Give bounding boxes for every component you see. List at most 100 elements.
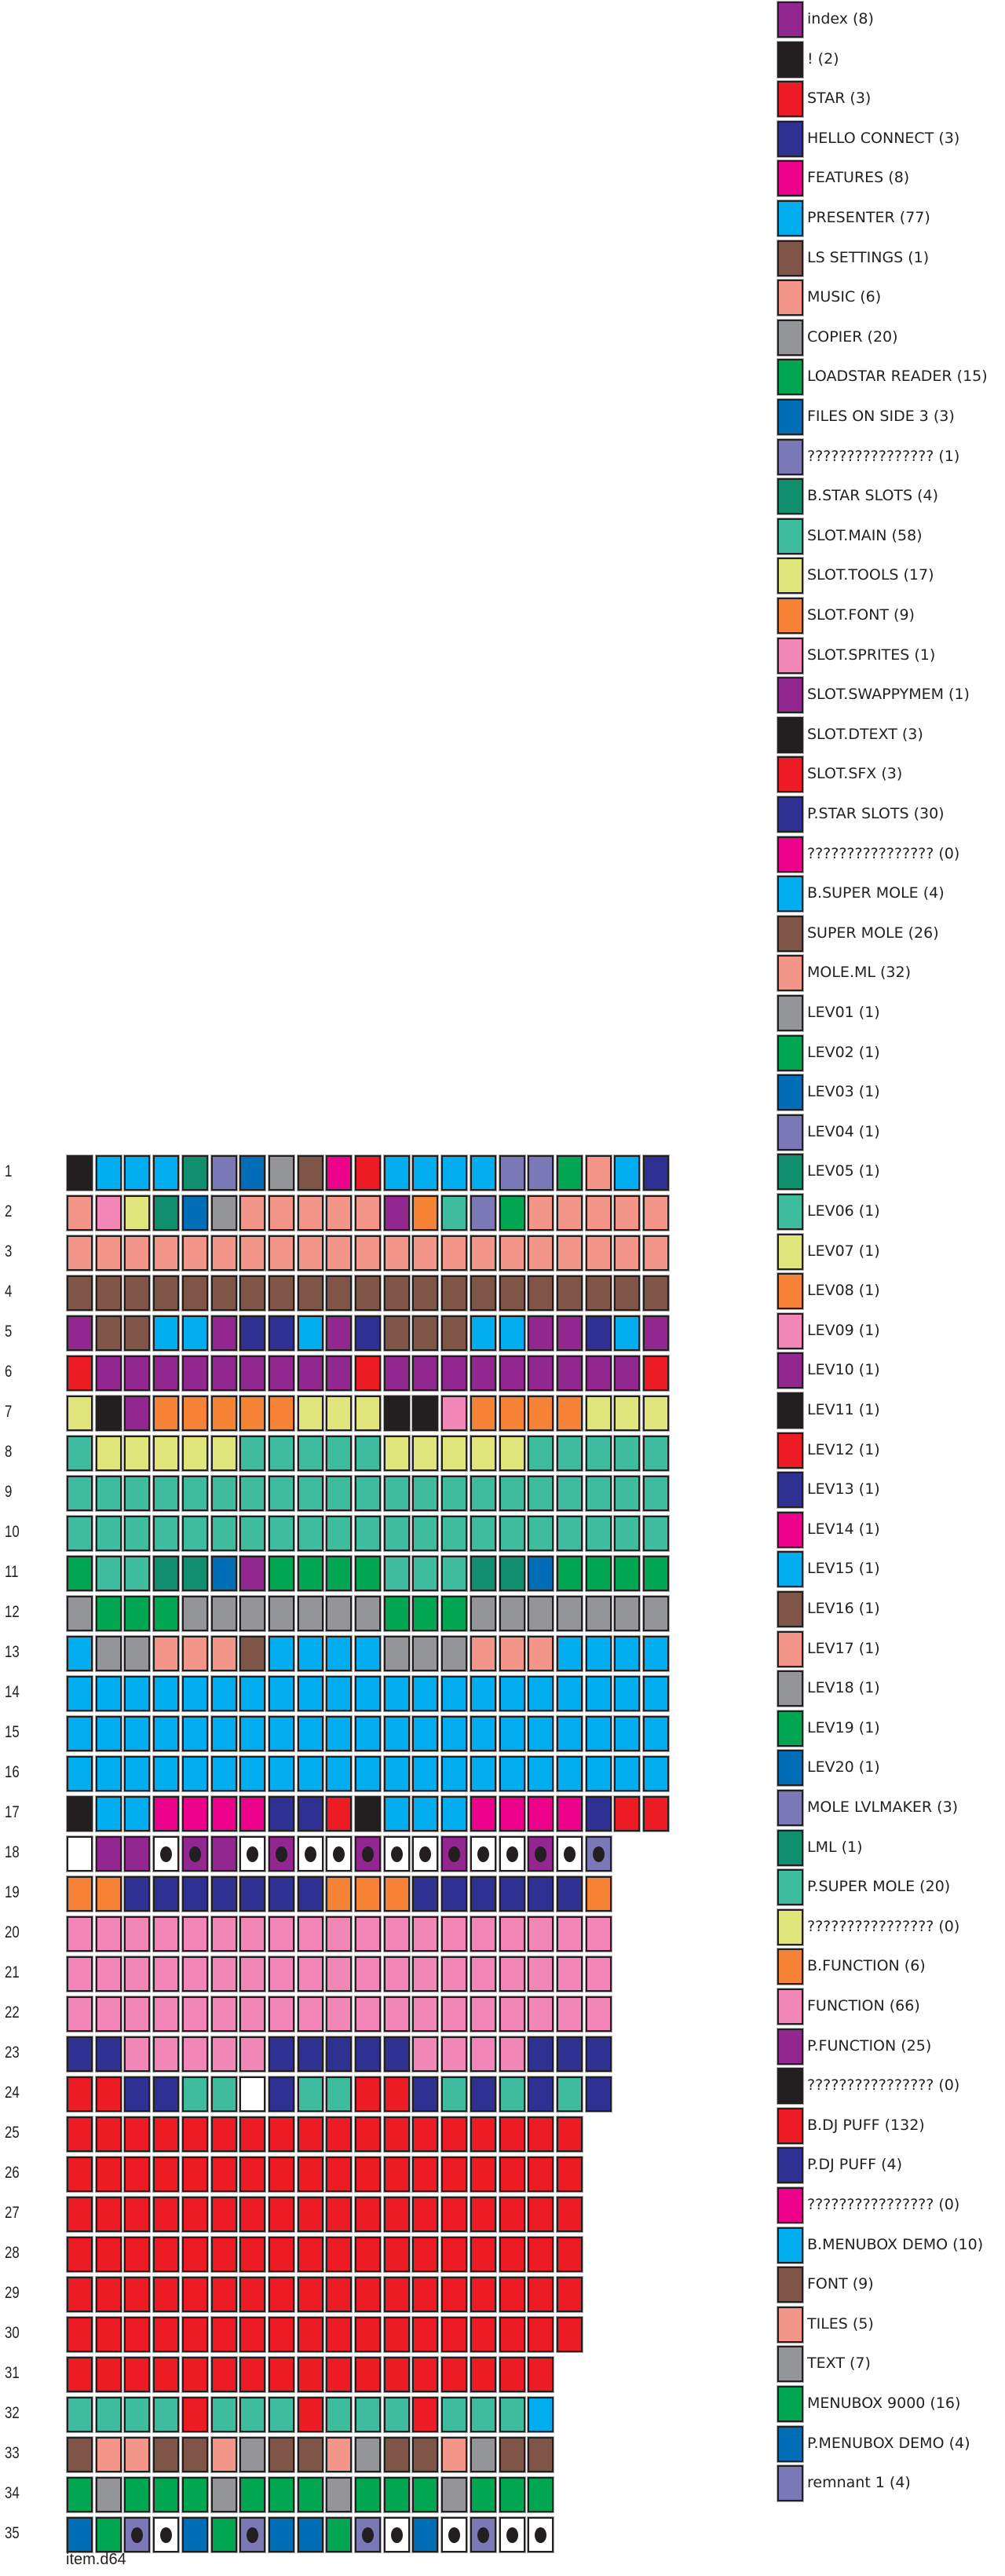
legend-item: LML (1) <box>777 1829 1005 1866</box>
sector-cell <box>614 1476 641 1511</box>
sector-cell <box>528 1315 554 1351</box>
legend-swatch <box>777 438 803 475</box>
sector-cell <box>441 1676 468 1711</box>
legend-item: LEV10 (1) <box>777 1352 1005 1389</box>
sector-cell <box>153 1636 180 1671</box>
sector-cell <box>95 2477 122 2512</box>
sector-cell <box>643 1556 669 1591</box>
sector-cell <box>239 1996 266 2032</box>
sector-cell <box>470 2197 496 2232</box>
track-number: 29 <box>5 2284 20 2302</box>
sector-cell <box>239 1476 266 1511</box>
sector-cell <box>124 1315 151 1351</box>
legend-item: B.MENUBOX DEMO (10) <box>777 2227 1005 2263</box>
sector-cell <box>153 1956 180 1992</box>
sector-cell <box>210 1436 237 1471</box>
legend-label: LOADSTAR READER (15) <box>807 368 988 386</box>
sector-cell <box>499 1516 525 1551</box>
sector-cell <box>412 2036 439 2072</box>
legend-swatch <box>777 1750 803 1787</box>
sector-cell <box>355 1836 381 1872</box>
sector-cell <box>153 2317 180 2352</box>
sector-cell <box>383 1476 410 1511</box>
legend-swatch <box>777 1114 803 1151</box>
track-number: 24 <box>5 2084 20 2102</box>
legend-label: SLOT.SFX (3) <box>807 765 903 783</box>
sector-cell <box>67 2277 93 2312</box>
sector-cell <box>67 2036 93 2072</box>
sector-cell <box>210 2517 237 2552</box>
legend-swatch <box>777 359 803 396</box>
sector-cell <box>355 1556 381 1591</box>
sector-cell <box>383 2277 410 2312</box>
sector-cell <box>470 1676 496 1711</box>
free-sector-dot-icon <box>362 1846 374 1862</box>
sector-cell <box>239 1396 266 1431</box>
sector-cell <box>239 2237 266 2272</box>
legend-swatch <box>777 2187 803 2223</box>
sector-cell <box>153 2077 180 2112</box>
sector-cell <box>441 1756 468 1791</box>
sector-cell <box>355 2517 381 2552</box>
legend-swatch <box>777 2267 803 2303</box>
sector-cell <box>124 1716 151 1751</box>
sector-cell <box>297 1756 323 1791</box>
legend-swatch <box>777 1194 803 1230</box>
sector-cell <box>268 1556 294 1591</box>
sector-cell <box>297 2117 323 2152</box>
sector-cell <box>268 2157 294 2192</box>
sector-cell <box>470 2157 496 2192</box>
sector-cell <box>528 1195 554 1231</box>
sector-cell <box>441 1916 468 1952</box>
sector-cell <box>441 2477 468 2512</box>
legend-swatch <box>777 995 803 1031</box>
sector-cell <box>95 2277 122 2312</box>
legend-swatch <box>777 1472 803 1509</box>
sector-cell <box>181 1195 208 1231</box>
sector-cell <box>210 2237 237 2272</box>
sector-cell <box>124 2357 151 2392</box>
legend-item: B.STAR SLOTS (4) <box>777 478 1005 515</box>
sector-cell <box>470 1396 496 1431</box>
sector-cell <box>239 1315 266 1351</box>
sector-cell <box>528 1275 554 1311</box>
sector-cell <box>124 1756 151 1791</box>
sector-cell <box>412 2197 439 2232</box>
sector-cell <box>268 1596 294 1631</box>
legend-item: FEATURES (8) <box>777 160 1005 197</box>
sector-cell <box>499 2237 525 2272</box>
sector-cell <box>556 1596 583 1631</box>
sector-cell <box>181 2077 208 2112</box>
sector-cell <box>181 1155 208 1191</box>
sector-cell <box>441 1155 468 1191</box>
legend-item: ???????????????? (0) <box>777 2068 1005 2105</box>
sector-cell <box>67 1836 93 1872</box>
sector-cell <box>585 1516 612 1551</box>
sector-cell <box>326 1235 353 1271</box>
sector-cell <box>210 1676 237 1711</box>
legend-label: ???????????????? (0) <box>807 2196 960 2213</box>
legend-label: SLOT.TOOLS (17) <box>807 566 934 584</box>
sector-cell <box>124 2317 151 2352</box>
sector-cell <box>297 1315 323 1351</box>
sector-cell <box>124 2197 151 2232</box>
track-number: 11 <box>5 1563 19 1581</box>
legend-swatch <box>777 677 803 714</box>
track-number: 26 <box>5 2164 20 2182</box>
legend-swatch <box>777 1074 803 1111</box>
sector-cell <box>67 1996 93 2032</box>
sector-cell <box>181 2036 208 2072</box>
sector-cell <box>239 1956 266 1992</box>
sector-cell <box>239 2317 266 2352</box>
sector-cell <box>124 2157 151 2192</box>
sector-cell <box>412 1956 439 1992</box>
track-number: 28 <box>5 2244 20 2262</box>
sector-cell <box>297 2077 323 2112</box>
legend-swatch <box>777 716 803 753</box>
sector-cell <box>556 1195 583 1231</box>
sector-cell <box>383 1836 410 1872</box>
sector-cell <box>499 2277 525 2312</box>
sector-cell <box>585 1756 612 1791</box>
sector-cell <box>268 1636 294 1671</box>
sector-cell <box>181 1436 208 1471</box>
